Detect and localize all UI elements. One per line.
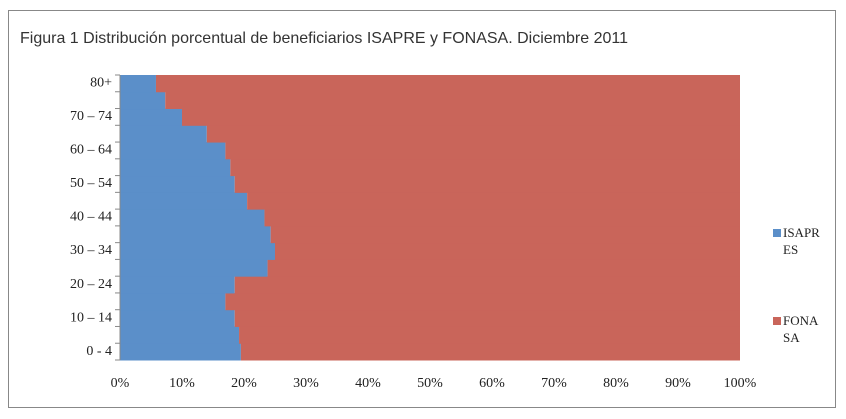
bar-segment [120, 225, 271, 244]
bar-segment [234, 175, 740, 193]
bar-segment [120, 75, 156, 93]
bar-segment [120, 259, 268, 277]
bar-segment [120, 175, 235, 193]
bar-segment [182, 108, 740, 126]
bar-segment [120, 125, 207, 143]
y-tick-label: 20 – 24 [70, 277, 112, 292]
bar-segment [120, 192, 248, 210]
bar-segment [206, 125, 741, 143]
bar-segment [155, 75, 740, 93]
x-tick-label: 100% [724, 376, 757, 391]
bar-segment [270, 225, 740, 244]
chart-title: Figura 1 Distribución porcentual de bene… [20, 30, 628, 47]
y-tick-label: 0 - 4 [86, 344, 112, 359]
x-tick-label: 0% [111, 376, 130, 391]
y-tick-label: 10 – 14 [70, 310, 112, 325]
x-tick-label: 10% [169, 376, 195, 391]
bar-segment [120, 326, 240, 344]
bar-segment [120, 108, 182, 126]
y-tick-label: 50 – 54 [70, 176, 112, 191]
legend-label: ISAPRES [783, 225, 820, 257]
bar-segment [120, 343, 241, 361]
x-tick-label: 40% [355, 376, 381, 391]
y-tick-label: 70 – 74 [70, 109, 112, 124]
x-tick-label: 60% [479, 376, 505, 391]
bar-segment [267, 259, 740, 277]
legend-swatch [773, 317, 781, 325]
bar-segment [225, 142, 740, 160]
bar-segment [120, 158, 231, 177]
bar-segment [120, 292, 226, 311]
bar-segment [275, 242, 740, 260]
bar-segment [230, 158, 741, 177]
y-tick-label: 60 – 64 [70, 143, 112, 158]
bar-segment [120, 142, 226, 160]
bar-segment [165, 91, 740, 110]
bar-segment [120, 91, 166, 110]
legend-label: FONASA [783, 313, 819, 345]
y-tick-label: 40 – 44 [70, 210, 112, 225]
x-tick-label: 80% [603, 376, 629, 391]
y-tick-label: 80+ [90, 76, 112, 91]
x-tick-label: 30% [293, 376, 319, 391]
x-tick-label: 90% [665, 376, 691, 391]
bar-segment [225, 292, 740, 311]
x-tick-label: 20% [231, 376, 257, 391]
bar-segment [239, 326, 741, 344]
bar-segment [120, 309, 235, 327]
bar-segment [234, 309, 740, 327]
bar-segment [240, 343, 740, 361]
legend-swatch [773, 229, 781, 237]
bar-segment [120, 276, 235, 294]
y-tick-label: 30 – 34 [70, 243, 112, 258]
bar-segment [120, 242, 275, 260]
x-tick-label: 50% [417, 376, 443, 391]
bar-segment [234, 276, 740, 294]
bar-segment [120, 209, 265, 227]
bar-segment [264, 209, 740, 227]
chart-frame [8, 10, 836, 408]
bar-segment [247, 192, 740, 210]
x-tick-label: 70% [541, 376, 567, 391]
